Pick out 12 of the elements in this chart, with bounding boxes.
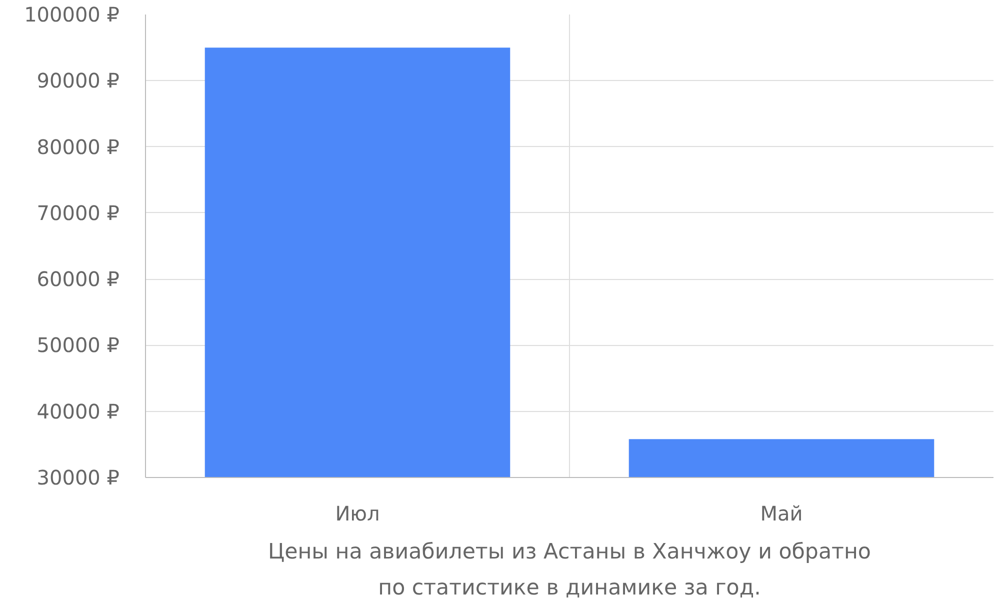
- y-tick-label: 70000 ₽: [36, 200, 120, 225]
- y-tick-label: 100000 ₽: [24, 2, 120, 26]
- x-tick-label: Июл: [335, 502, 380, 526]
- y-tick-label: 30000 ₽: [36, 466, 120, 490]
- y-tick-label: 90000 ₽: [36, 68, 120, 93]
- y-tick-label: 50000 ₽: [36, 333, 120, 358]
- y-tick-label: 40000 ₽: [36, 399, 120, 424]
- x-tick-label: Май: [760, 502, 803, 526]
- text: Цены на авиабилеты из Астаны в Ханчжоу и обратно: [268, 540, 871, 564]
- text: по статистике в динамике за год.: [378, 576, 761, 600]
- y-tick-label: 80000 ₽: [36, 134, 120, 159]
- y-tick-label: 60000 ₽: [36, 267, 120, 292]
